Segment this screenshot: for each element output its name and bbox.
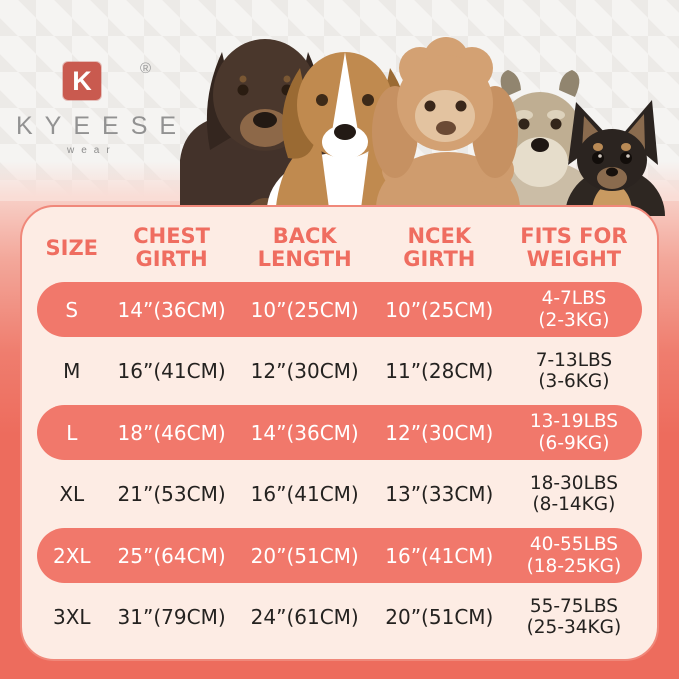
registered-trademark-icon: ®	[140, 60, 152, 77]
cell-weight: 7-13LBS (3-6KG)	[535, 349, 613, 392]
cell-size: S	[65, 297, 79, 322]
cell-back: 14”(36CM)	[250, 420, 359, 445]
table-row-xl: XL 21”(53CM) 16”(41CM) 13”(33CM) 18-30LB…	[37, 463, 642, 525]
header-chest-girth: CHEST GIRTH	[133, 224, 210, 271]
table-row-l: L 18”(46CM) 14”(36CM) 12”(30CM) 13-19LBS…	[37, 405, 642, 460]
cell-weight: 55-75LBS (25-34KG)	[526, 595, 622, 638]
cell-size: 2XL	[52, 543, 91, 568]
brand-name: KYEESE	[16, 112, 189, 140]
cell-size: XL	[59, 482, 85, 506]
cell-neck: 13”(33CM)	[385, 482, 494, 506]
dog-poodle-illustration	[372, 37, 520, 216]
cell-neck: 20”(51CM)	[385, 605, 494, 629]
cell-back: 16”(41CM)	[250, 482, 359, 506]
table-row-s: S 14”(36CM) 10”(25CM) 10”(25CM) 4-7LBS (…	[37, 282, 642, 337]
brand-logo-mark: K	[63, 62, 101, 100]
cell-chest: 25”(64CM)	[117, 543, 226, 568]
table-row-m: M 16”(41CM) 12”(30CM) 11”(28CM) 7-13LBS …	[37, 340, 642, 402]
table-row-3xl: 3XL 31”(79CM) 24”(61CM) 20”(51CM) 55-75L…	[37, 586, 642, 648]
table-row-2xl: 2XL 25”(64CM) 20”(51CM) 16”(41CM) 40-55L…	[37, 528, 642, 583]
dog-chihuahua-illustration	[565, 100, 665, 216]
cell-size: 3XL	[52, 605, 91, 629]
cell-neck: 10”(25CM)	[385, 297, 494, 322]
cell-back: 24”(61CM)	[250, 605, 359, 629]
cell-back: 20”(51CM)	[250, 543, 359, 568]
cell-back: 12”(30CM)	[250, 359, 359, 383]
header-fits-for-weight: FITS FOR WEIGHT	[520, 224, 628, 271]
cell-chest: 21”(53CM)	[117, 482, 226, 506]
cell-weight: 40-55LBS (18-25KG)	[526, 534, 622, 577]
cell-weight: 13-19LBS (6-9KG)	[529, 411, 618, 454]
header-size: SIZE	[45, 235, 99, 260]
header-neck-girth: NCEK GIRTH	[403, 224, 476, 271]
cell-neck: 11”(28CM)	[385, 359, 494, 383]
size-chart-panel: SIZE CHEST GIRTH BACK LENGTH NCEK GIRTH FIT…	[20, 205, 659, 661]
size-chart-header-row: SIZE CHEST GIRTH BACK LENGTH NCEK GIRTH FIT…	[37, 217, 642, 279]
cell-chest: 18”(46CM)	[117, 420, 226, 445]
cell-neck: 12”(30CM)	[385, 420, 494, 445]
cell-weight: 4-7LBS (2-3KG)	[538, 288, 610, 331]
brand-subtitle: wear	[67, 145, 117, 156]
cell-weight: 18-30LBS (8-14KG)	[529, 472, 618, 515]
dogs-photo-row	[180, 37, 665, 216]
cell-chest: 31”(79CM)	[117, 605, 226, 629]
cell-neck: 16”(41CM)	[385, 543, 494, 568]
cell-size: M	[63, 359, 81, 383]
cell-chest: 14”(36CM)	[117, 297, 226, 322]
cell-back: 10”(25CM)	[250, 297, 359, 322]
cell-size: L	[66, 420, 78, 445]
header-back-length: BACK LENGTH	[257, 224, 352, 271]
brand-logo: K ® KYEESE wear	[16, 60, 189, 156]
cell-chest: 16”(41CM)	[117, 359, 226, 383]
